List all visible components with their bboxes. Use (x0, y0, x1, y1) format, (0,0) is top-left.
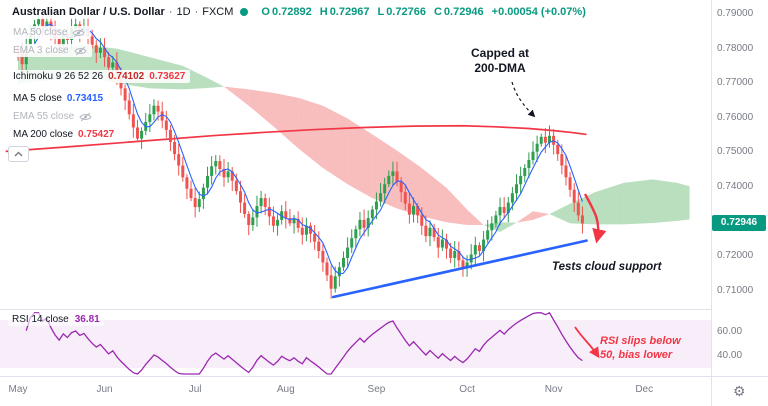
time-tick-nov: Nov (544, 384, 563, 395)
low-value: 0.72766 (386, 6, 426, 18)
annotation-capped-200dma[interactable]: Capped at 200-DMA (452, 46, 548, 76)
indicator-name: EMA 3 close (13, 45, 69, 56)
indicator-value: 0.73415 (66, 93, 104, 104)
price-tick: 0.75000 (717, 146, 754, 158)
price-down-arrow[interactable] (583, 193, 607, 244)
market-status-icon (240, 8, 249, 16)
chevron-up-icon (14, 151, 23, 157)
rsi-tick: 40.00 (717, 350, 743, 361)
legend-collapse-button[interactable] (8, 146, 29, 162)
indicator-row-ma-5-close[interactable]: MA 5 close 0.73415 (8, 92, 109, 105)
annotation-text: 50, bias lower (600, 349, 673, 361)
annotation-cloud-support[interactable]: Tests cloud support (552, 261, 662, 273)
indicator-row-ma-50-close[interactable]: MA 50 close (8, 26, 91, 39)
axis-separator (711, 0, 712, 406)
exchange-label[interactable]: FXCM (202, 6, 234, 18)
ohlc-readout: O 0.72892 H 0.72967 L 0.72766 C 0.72946 +0.0… (255, 6, 585, 18)
price-tick: 0.79000 (717, 8, 754, 19)
indicator-row-ichimoku-9-26-52-26[interactable]: Ichimoku 9 26 52 26 0.74102 0.73627 (8, 70, 191, 83)
rsi-axis[interactable]: 60.00 40.00 (712, 0, 768, 376)
indicator-name: MA 50 close (13, 27, 68, 38)
indicator-row-ema-55-close[interactable]: EMA 55 close (8, 110, 98, 123)
annotation-text: Capped at (470, 46, 529, 60)
annotation-text: RSI slips below (600, 335, 681, 347)
current-price-tag: 0.72946 (712, 215, 766, 232)
capped-arrow[interactable] (511, 81, 536, 118)
change-value: +0.00054 (+0.07%) (491, 6, 586, 18)
settings-gear-icon[interactable]: ⚙ (733, 383, 746, 399)
rsi-legend[interactable]: RSI 14 close 36.81 (8, 313, 104, 326)
close-value: 0.72946 (443, 6, 484, 18)
ichimoku-cloud (18, 45, 690, 232)
eye-off-icon[interactable] (72, 28, 86, 38)
indicator-value: 0.75427 (78, 129, 115, 140)
time-tick-sep: Sep (367, 384, 386, 395)
open-value: 0.72892 (271, 6, 312, 18)
low-label: L (377, 6, 385, 18)
rsi-tick: 60.00 (717, 326, 743, 337)
symbol-title[interactable]: Australian Dollar / U.S. Dollar (12, 6, 165, 18)
rsi-line (25, 311, 583, 375)
indicator-row-ma-200-close[interactable]: MA 200 close 0.75427 (8, 128, 120, 141)
indicator-value: 0.74102 (108, 71, 145, 82)
time-axis-separator (0, 376, 768, 377)
indicator-name: EMA 55 close (13, 111, 75, 122)
open-label: O (261, 6, 270, 18)
separator-dot: · (194, 6, 199, 18)
price-tick: 0.72000 (717, 250, 754, 262)
price-tick: 0.78000 (717, 42, 754, 54)
indicator-name: MA 200 close (13, 129, 74, 140)
pane-resize-handle[interactable] (0, 309, 768, 310)
time-tick-jul: Jul (188, 384, 202, 395)
indicator-row-ema-3-close[interactable]: EMA 3 close (8, 44, 92, 57)
time-tick-dec: Dec (635, 384, 654, 395)
time-axis[interactable]: May Jun Jul Aug Sep Oct Nov Dec (0, 377, 711, 406)
chart-header: Australian Dollar / U.S. Dollar · 1D · F… (8, 5, 590, 19)
indicator-value: 0.73627 (149, 71, 186, 82)
annotation-rsi-note[interactable]: RSI slips below 50, bias lower (600, 334, 681, 362)
interval-label[interactable]: 1D (176, 6, 191, 18)
price-tick: 0.76000 (717, 111, 754, 123)
price-tick: 0.77000 (717, 77, 754, 89)
time-tick-may: May (8, 384, 28, 395)
price-tick: 0.74000 (717, 181, 754, 192)
separator-dot: · (168, 6, 173, 18)
close-label: C (433, 6, 442, 18)
price-tick: 0.71000 (717, 284, 754, 296)
high-label: H (319, 6, 328, 18)
time-tick-oct: Oct (459, 384, 475, 395)
indicator-name: MA 5 close (13, 93, 62, 104)
high-value: 0.72967 (329, 6, 370, 18)
candlesticks (16, 9, 584, 299)
rsi-band (0, 320, 711, 368)
support-trendline[interactable] (331, 239, 588, 299)
rsi-indicator-value: 36.81 (74, 314, 100, 325)
rsi-down-arrow[interactable] (574, 326, 600, 359)
eye-off-icon[interactable] (74, 46, 87, 56)
time-tick-aug: Aug (276, 384, 295, 395)
rsi-indicator-name: RSI 14 close (12, 314, 69, 325)
eye-off-icon[interactable] (79, 112, 92, 122)
price-axis[interactable]: 0.79000 0.78000 0.77000 0.76000 0.75000 0.740… (712, 0, 768, 376)
time-tick-jun: Jun (96, 384, 113, 395)
annotation-text: 200-DMA (474, 61, 526, 75)
indicator-name: Ichimoku 9 26 52 26 (13, 71, 104, 82)
